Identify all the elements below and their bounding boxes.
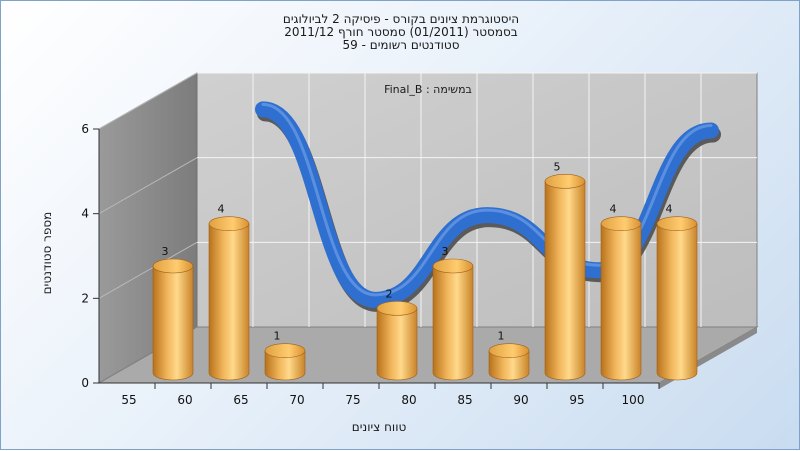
bar-value-label: 3: [442, 245, 449, 258]
bar-body: [488, 350, 530, 381]
bar-body: [600, 223, 642, 381]
chart-title-line-2: בסמסטר (01/2011) סמסטר חורף 2011/12: [284, 25, 518, 39]
bar-body: [376, 308, 418, 381]
bar-top: [656, 216, 698, 231]
bar-series: 3 4 1 2 3 1 5 4 4: [152, 160, 698, 381]
bar-value-label: 1: [498, 330, 505, 343]
bar-value-label: 2: [386, 287, 393, 300]
bar-top: [544, 174, 586, 189]
bar-value-label: 1: [274, 330, 281, 343]
x-axis-label: טווח ציונים: [352, 420, 407, 434]
bar-body: [544, 181, 586, 381]
bar-80: 3: [432, 245, 474, 381]
bar-top: [600, 216, 642, 231]
grid-lines: [98, 72, 757, 327]
bar-value-label: 3: [162, 245, 169, 258]
bar-body: [208, 223, 250, 381]
chart-title-line-3: סטודנטים רשומים - 59: [342, 38, 460, 52]
bar-value-label: 5: [554, 160, 561, 173]
x-tick-label: 100: [622, 393, 645, 407]
bar-top: [264, 343, 306, 358]
y-tick-label: 4: [81, 207, 89, 221]
chart-subtitle: Final_B : במשימה: [384, 83, 472, 96]
x-tick-label: 55: [121, 393, 136, 407]
x-tick-label: 65: [233, 393, 248, 407]
x-tick-label: 85: [457, 393, 472, 407]
x-tick-label: 60: [177, 393, 192, 407]
y-axis-label: מספר סטודנטים: [40, 212, 54, 295]
y-tick-label: 6: [81, 122, 89, 136]
bar-value-label: 4: [610, 203, 617, 216]
bar-100: 4: [656, 203, 698, 381]
x-tick-label: 80: [401, 393, 416, 407]
bar-60: 4: [208, 203, 250, 381]
bar-85: 1: [488, 330, 530, 381]
x-tick-label: 95: [569, 393, 584, 407]
axes: 0 2 4 6 55 60 65 70 75 80 85 90 95 100: [81, 122, 660, 407]
bar-top: [432, 258, 474, 274]
bar-65: 1: [264, 330, 306, 381]
gridline-side: [98, 241, 198, 299]
bar-75: 2: [376, 287, 418, 381]
bar-90: 5: [544, 160, 586, 381]
bar-top: [152, 258, 194, 274]
bar-body: [432, 265, 474, 381]
gridline-side: [98, 72, 198, 130]
x-tick-label: 90: [513, 393, 528, 407]
x-tick-label: 75: [345, 393, 360, 407]
y-tick-label: 2: [81, 291, 89, 305]
bar-body: [656, 223, 698, 381]
bar-55: 3: [152, 245, 194, 381]
bar-95: 4: [600, 203, 642, 381]
bar-top: [376, 301, 418, 316]
bar-top: [488, 343, 530, 358]
bar-top: [208, 216, 250, 231]
bar-body: [264, 350, 306, 381]
gridline-side: [98, 157, 198, 215]
y-tick-label: 0: [81, 376, 89, 390]
bar-body: [152, 265, 194, 381]
chart-title-line-1: היסטוגרמת ציונים בקורס - פיסיקה 2 לביולו…: [282, 12, 520, 26]
bar-value-label: 4: [666, 203, 673, 216]
bar-value-label: 4: [218, 203, 225, 216]
x-tick-label: 70: [289, 393, 304, 407]
